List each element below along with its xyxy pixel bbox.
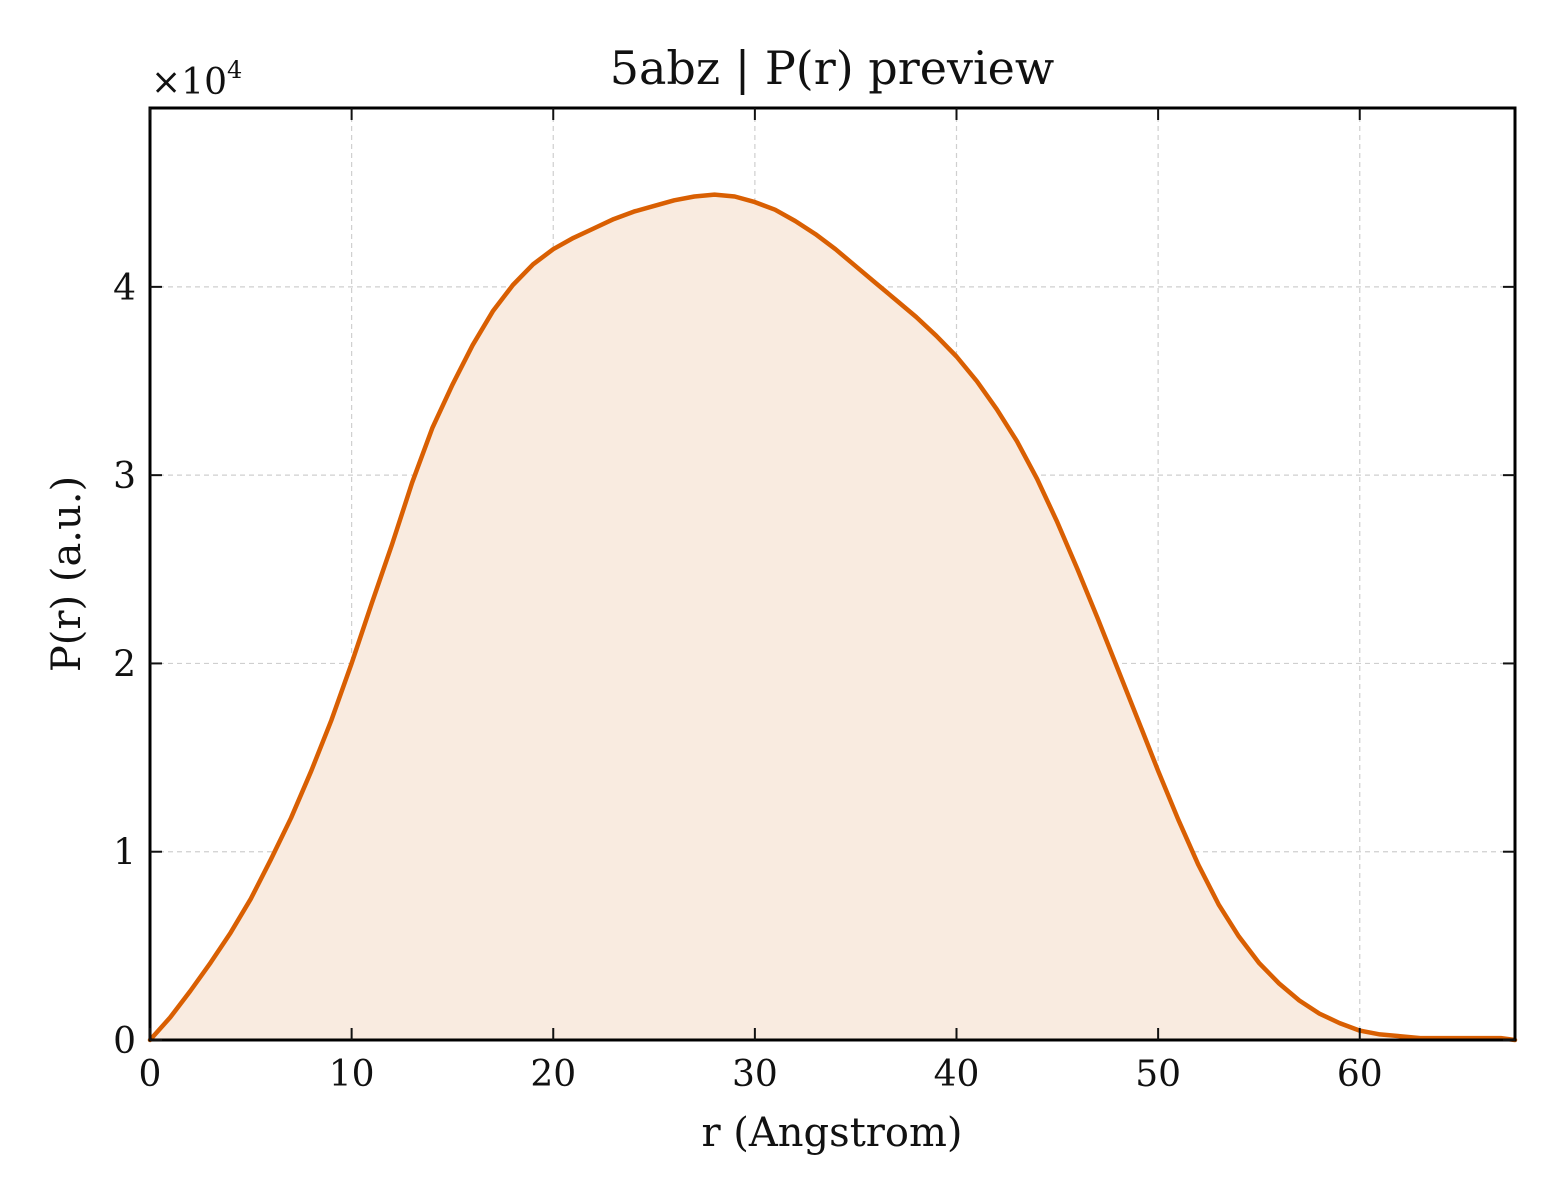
axis-tick-labels: 0 10 20 30 40 50 60 0 1 2 3 4 xyxy=(113,268,1383,1095)
x-tick-label: 20 xyxy=(530,1054,576,1095)
x-tick-label: 60 xyxy=(1337,1054,1383,1095)
y-tick-label: 2 xyxy=(113,644,136,685)
y-tick-label: 1 xyxy=(113,833,136,874)
y-axis-label: P(r) (a.u.) xyxy=(44,476,90,672)
pr-series-line xyxy=(147,192,1518,1043)
plot-frame xyxy=(148,106,1517,1042)
y-tick-label: 4 xyxy=(113,268,136,309)
x-tick-label: 50 xyxy=(1135,1054,1181,1095)
x-tick-label: 30 xyxy=(732,1054,778,1095)
y-tick-label: 3 xyxy=(113,456,136,497)
y-multiplier-base: ×10 xyxy=(151,62,227,103)
x-tick-label: 10 xyxy=(329,1054,375,1095)
pr-area-fill xyxy=(150,194,1515,1041)
y-multiplier-exponent: 4 xyxy=(227,56,242,84)
x-axis-label: r (Angstrom) xyxy=(701,1110,962,1156)
axis-ticks xyxy=(149,108,1515,1041)
chart-title: 5abz | P(r) preview xyxy=(610,41,1055,95)
y-tick-label: 0 xyxy=(113,1021,136,1062)
x-tick-label: 40 xyxy=(934,1054,980,1095)
x-tick-label: 0 xyxy=(139,1054,162,1095)
y-axis-multiplier: ×104 xyxy=(151,56,242,103)
